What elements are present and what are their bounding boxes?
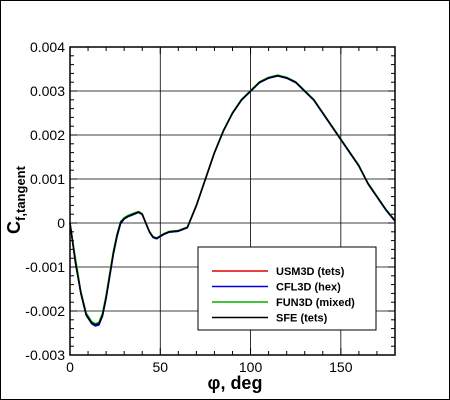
y-tick-label: 0.004 xyxy=(30,39,65,55)
x-tick-label: 50 xyxy=(152,359,168,375)
legend-label-1: USM3D (tets) xyxy=(276,266,345,278)
series-line-4 xyxy=(69,74,396,326)
legend-label-3: FUN3D (mixed) xyxy=(276,297,355,309)
y-axis-label-subscript: f,tangent xyxy=(13,165,28,221)
y-tick-label: -0.003 xyxy=(25,347,65,363)
y-tick-label: 0.001 xyxy=(30,171,65,187)
x-tick-label: 100 xyxy=(239,359,263,375)
x-tick-label: 150 xyxy=(329,359,353,375)
y-tick-label: -0.002 xyxy=(25,303,65,319)
series-lines xyxy=(69,74,396,327)
y-tick-label: 0 xyxy=(57,215,65,231)
y-tick-label: 0.003 xyxy=(30,83,65,99)
legend-label-2: CFL3D (hex) xyxy=(276,282,341,294)
tick-labels: 0 50 100 150 -0.003 -0.002 -0.001 0 0.001 0.002 0.… xyxy=(25,39,352,375)
x-axis-label-text: , deg xyxy=(220,373,262,393)
y-axis-label-main: C xyxy=(4,221,24,234)
legend: USM3D (tets) CFL3D (hex) FUN3D (mixed) SFE … xyxy=(197,246,377,331)
x-axis-label-symbol: φ xyxy=(208,373,221,393)
x-axis-label: φ, deg xyxy=(208,373,263,393)
legend-label-4: SFE (tets) xyxy=(276,313,328,325)
y-axis-label: Cf,tangent xyxy=(4,165,28,234)
y-tick-label: 0.002 xyxy=(30,127,65,143)
axis-ticks xyxy=(69,46,396,356)
x-tick-label: 0 xyxy=(66,359,74,375)
y-tick-label: -0.001 xyxy=(25,259,65,275)
legend-box xyxy=(197,246,377,331)
